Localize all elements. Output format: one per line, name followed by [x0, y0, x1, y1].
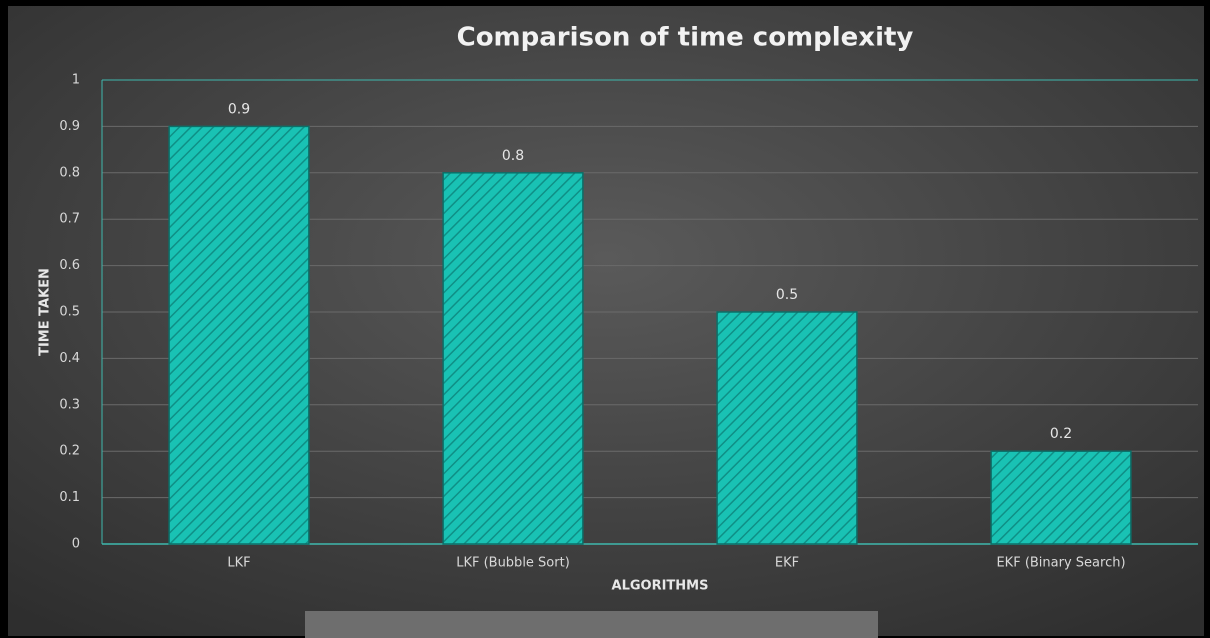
x-tick-label: LKF (Bubble Sort) — [456, 556, 570, 571]
x-tick-label: LKF — [227, 556, 250, 571]
data-label: 0.9 — [228, 101, 250, 117]
y-tick-label: 0.8 — [59, 165, 80, 180]
chart-title: Comparison of time complexity — [457, 23, 914, 53]
x-tick-label: EKF — [775, 556, 799, 571]
y-tick-label: 0.3 — [59, 397, 80, 412]
y-tick-label: 0.6 — [59, 258, 80, 273]
y-tick-label: 1 — [72, 73, 80, 88]
bar — [168, 125, 310, 545]
y-tick-label: 0.9 — [59, 119, 80, 134]
data-label: 0.5 — [776, 287, 798, 303]
y-tick-label: 0.2 — [59, 444, 80, 459]
y-tick-label: 0.5 — [59, 305, 80, 320]
data-label: 0.8 — [502, 148, 524, 164]
bar — [442, 172, 584, 545]
overlay-bar — [305, 611, 878, 638]
data-label: 0.2 — [1050, 426, 1072, 442]
y-tick-label: 0.7 — [59, 212, 80, 227]
y-tick-label: 0.1 — [59, 490, 80, 505]
bar — [716, 311, 858, 545]
x-tick-label: EKF (Binary Search) — [996, 556, 1125, 571]
bar — [990, 450, 1132, 545]
y-tick-label: 0.4 — [59, 351, 80, 366]
y-axis-label: TIME TAKEN — [38, 268, 53, 356]
y-tick-label: 0 — [72, 537, 80, 552]
x-axis-label: ALGORITHMS — [612, 579, 709, 594]
